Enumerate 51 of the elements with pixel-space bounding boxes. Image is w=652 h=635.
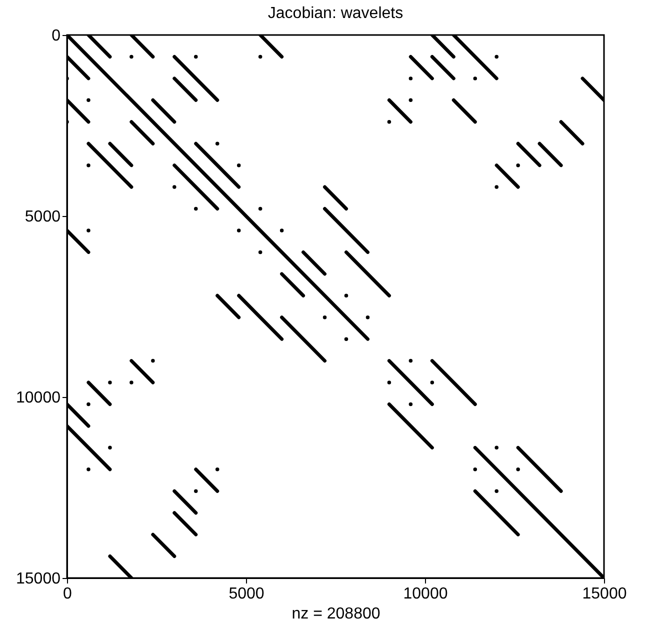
- point: [494, 185, 498, 189]
- y-tick-label: 5000: [24, 208, 61, 226]
- point: [108, 446, 112, 450]
- point: [86, 98, 90, 102]
- y-tick-label: 10000: [16, 390, 61, 406]
- point: [430, 380, 434, 384]
- x-tick-label: 5000: [228, 586, 264, 602]
- point: [151, 358, 155, 363]
- point: [408, 76, 413, 80]
- point: [194, 489, 198, 493]
- point: [215, 142, 220, 146]
- point: [215, 468, 220, 472]
- point: [258, 250, 262, 254]
- point: [494, 489, 498, 493]
- x-axis-title: nz = 208800: [292, 606, 380, 622]
- point: [366, 315, 370, 320]
- point: [322, 315, 327, 320]
- point: [194, 54, 198, 59]
- point: [516, 163, 520, 168]
- point: [172, 185, 176, 189]
- point: [408, 358, 413, 363]
- chart-title: Jacobian: wavelets: [268, 5, 404, 22]
- point: [344, 294, 348, 298]
- x-tick-label: 15000: [582, 586, 627, 602]
- point: [258, 206, 262, 211]
- point: [130, 54, 134, 59]
- point: [408, 98, 413, 102]
- point: [194, 206, 198, 211]
- point: [387, 120, 392, 124]
- point: [408, 402, 413, 406]
- point: [236, 163, 241, 168]
- point: [86, 228, 90, 232]
- y-tick-label: 0: [52, 28, 61, 44]
- point: [516, 468, 520, 472]
- x-tick-label: 10000: [403, 586, 448, 602]
- point: [86, 468, 90, 472]
- point: [280, 228, 284, 232]
- point: [236, 228, 241, 232]
- point: [86, 163, 90, 168]
- point: [387, 380, 392, 384]
- point: [258, 54, 262, 59]
- point: [344, 337, 348, 341]
- point: [473, 76, 477, 80]
- point: [86, 402, 90, 406]
- point: [130, 380, 134, 384]
- y-tick-label: 15000: [16, 570, 61, 588]
- point: [494, 446, 498, 450]
- point: [473, 468, 477, 472]
- x-tick-label: 0: [63, 586, 72, 602]
- point: [108, 380, 112, 384]
- point: [494, 54, 498, 59]
